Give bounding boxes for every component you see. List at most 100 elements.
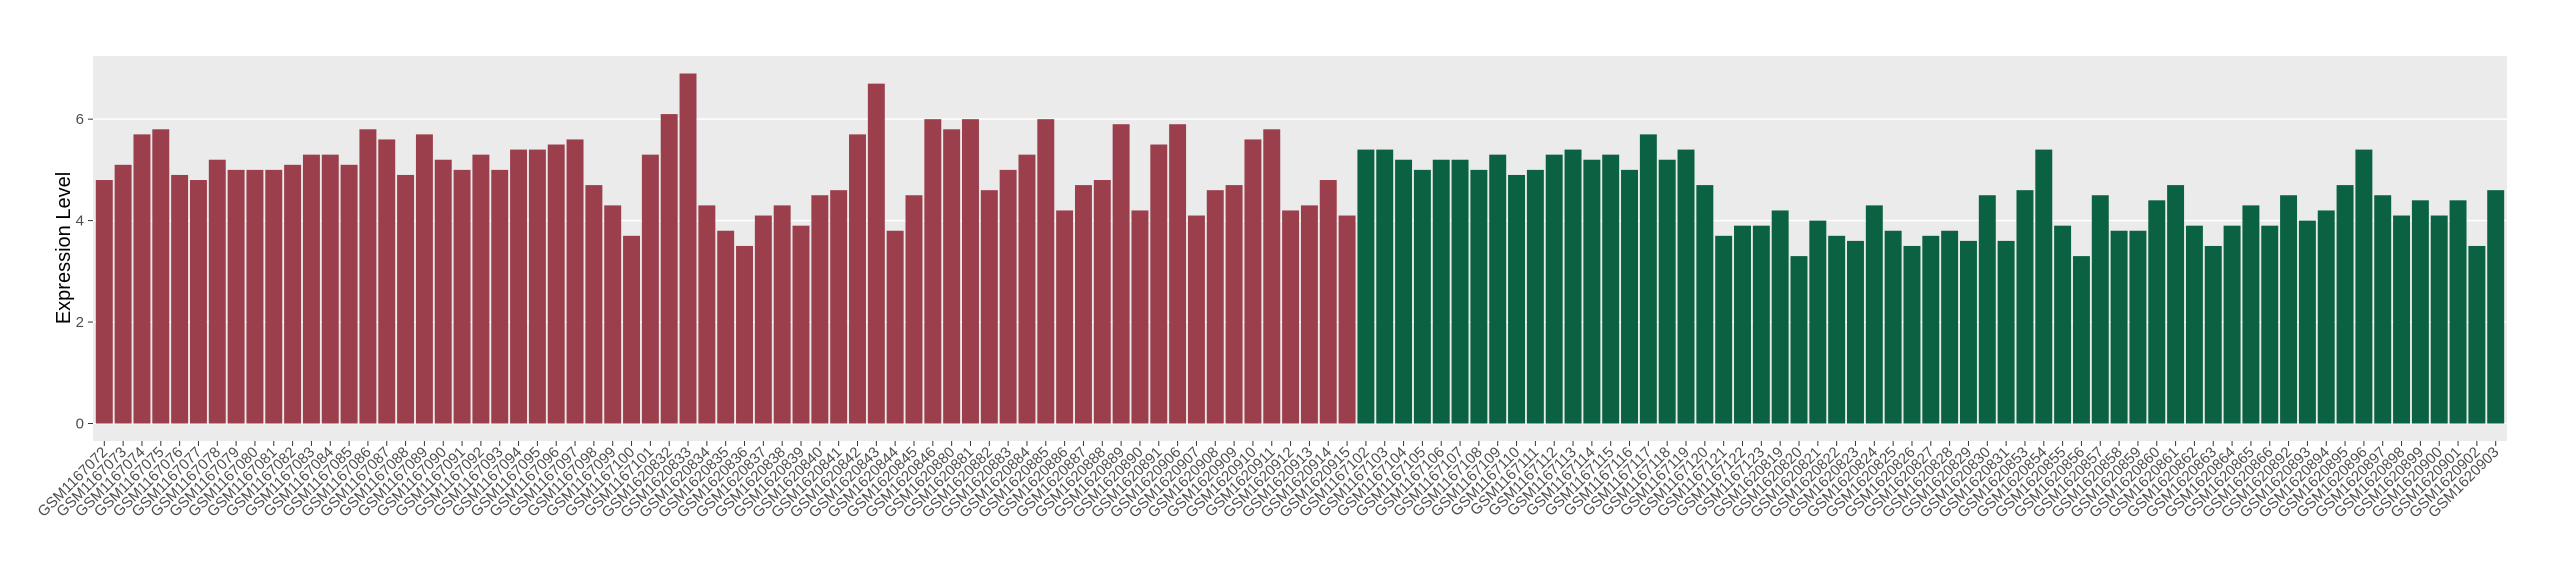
bar bbox=[547, 144, 565, 424]
bar bbox=[1658, 159, 1676, 424]
bar bbox=[943, 129, 961, 424]
bar bbox=[1526, 169, 1544, 424]
bar bbox=[1131, 210, 1149, 424]
bar bbox=[2242, 205, 2260, 424]
bar bbox=[2185, 225, 2203, 424]
bar bbox=[1489, 154, 1507, 424]
bar bbox=[1395, 159, 1413, 424]
y-tick-label: 4 bbox=[76, 213, 84, 230]
bar bbox=[1809, 220, 1827, 424]
bar bbox=[1169, 124, 1187, 424]
bar bbox=[698, 205, 716, 424]
bar bbox=[2468, 245, 2486, 424]
bar bbox=[2374, 195, 2392, 424]
bar bbox=[2035, 149, 2053, 424]
bar bbox=[1621, 169, 1638, 424]
bar bbox=[1187, 215, 1205, 424]
y-axis-label: Expression Level bbox=[53, 172, 75, 324]
bar bbox=[830, 190, 848, 424]
bar bbox=[510, 149, 528, 424]
bar bbox=[660, 114, 678, 424]
bar bbox=[962, 119, 979, 424]
bar bbox=[867, 83, 885, 424]
bar bbox=[1263, 129, 1281, 424]
bar bbox=[811, 195, 829, 424]
bar bbox=[453, 169, 471, 424]
bar bbox=[1093, 180, 1111, 424]
bar bbox=[2091, 195, 2109, 424]
bar bbox=[1432, 159, 1450, 424]
bar bbox=[1018, 154, 1036, 424]
bar bbox=[2204, 245, 2222, 424]
bar bbox=[2054, 225, 2072, 424]
bar bbox=[641, 154, 659, 424]
bar bbox=[528, 149, 546, 424]
bar bbox=[1771, 210, 1789, 424]
bar bbox=[905, 195, 923, 424]
bar bbox=[2430, 215, 2448, 424]
bar bbox=[95, 180, 113, 424]
bar bbox=[2148, 200, 2166, 424]
bar bbox=[566, 139, 584, 424]
bar bbox=[1602, 154, 1620, 424]
bar bbox=[1734, 225, 1751, 424]
bar bbox=[246, 169, 264, 424]
y-tick-label: 0 bbox=[76, 416, 84, 433]
bar bbox=[1941, 230, 1959, 424]
bar bbox=[321, 154, 339, 424]
bar bbox=[2016, 190, 2034, 424]
bar bbox=[2280, 195, 2298, 424]
bar bbox=[1206, 190, 1224, 424]
bar bbox=[1376, 149, 1394, 424]
bar bbox=[717, 230, 735, 424]
bar bbox=[1696, 185, 1714, 424]
bar bbox=[227, 169, 245, 424]
bar bbox=[2487, 190, 2505, 424]
bar bbox=[114, 164, 132, 424]
bar bbox=[2336, 185, 2354, 424]
bar bbox=[1997, 240, 2015, 424]
bar bbox=[2110, 230, 2128, 424]
bar bbox=[434, 159, 452, 424]
bar bbox=[1847, 240, 1864, 424]
bar bbox=[171, 174, 189, 424]
bar bbox=[1959, 240, 1977, 424]
bar bbox=[340, 164, 358, 424]
bar bbox=[1828, 235, 1846, 424]
bar bbox=[849, 134, 866, 424]
bar bbox=[2355, 149, 2373, 424]
bar bbox=[284, 164, 302, 424]
bar bbox=[472, 154, 490, 424]
bar bbox=[491, 169, 509, 424]
bar bbox=[980, 190, 998, 424]
bar bbox=[754, 215, 772, 424]
bar bbox=[1508, 174, 1526, 424]
bar bbox=[1470, 169, 1488, 424]
bar bbox=[924, 119, 942, 424]
bar bbox=[1338, 215, 1356, 424]
bar bbox=[1583, 159, 1601, 424]
bar bbox=[2129, 230, 2147, 424]
bar bbox=[1056, 210, 1074, 424]
bar bbox=[1564, 149, 1582, 424]
bar bbox=[1715, 235, 1733, 424]
bar bbox=[1752, 225, 1770, 424]
bar bbox=[189, 180, 207, 424]
bar bbox=[1150, 144, 1168, 424]
bar bbox=[1319, 180, 1337, 424]
bar bbox=[1225, 185, 1243, 424]
bar bbox=[1112, 124, 1130, 424]
bar bbox=[1451, 159, 1469, 424]
bar bbox=[359, 129, 377, 424]
bar bbox=[1037, 119, 1055, 424]
bar bbox=[1978, 195, 1996, 424]
bar bbox=[736, 245, 753, 424]
bar bbox=[302, 154, 320, 424]
bar bbox=[999, 169, 1017, 424]
bar bbox=[1639, 134, 1657, 424]
bar bbox=[2411, 200, 2429, 424]
bar bbox=[1074, 185, 1092, 424]
bar bbox=[2167, 185, 2185, 424]
bar bbox=[2393, 215, 2411, 424]
